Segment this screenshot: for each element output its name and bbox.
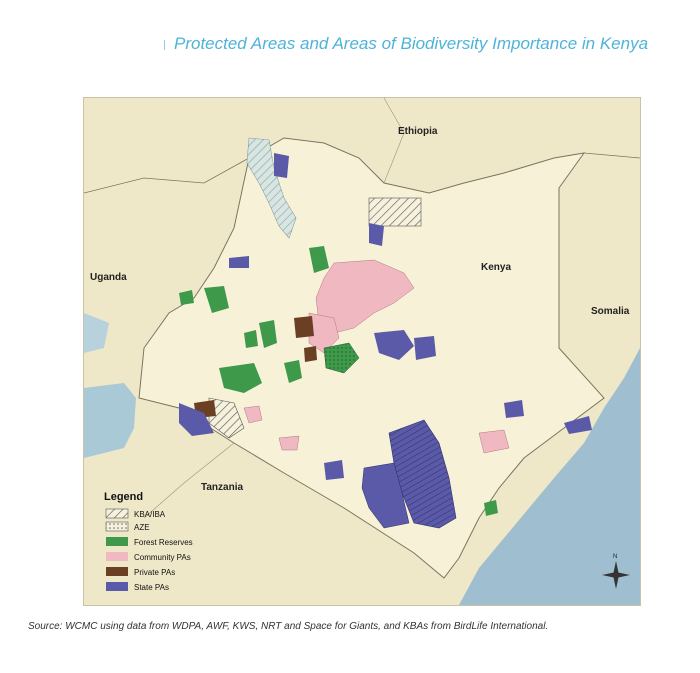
- private-pa-central: [304, 346, 317, 362]
- forest-reserve-aberdare: [259, 320, 277, 348]
- legend-label-kba: KBA/IBA: [134, 510, 166, 519]
- tanzania-border: [143, 442, 235, 519]
- community-pa-south: [278, 435, 300, 451]
- kenya-country: [138, 137, 605, 579]
- lake-turkana-kba: [247, 138, 296, 238]
- north-arrow: N: [602, 554, 630, 589]
- legend-swatch-community: [106, 552, 128, 561]
- legend-swatch-forest: [106, 537, 128, 546]
- forest-reserve-small-1: [244, 330, 258, 348]
- lake-victoria: [84, 383, 136, 458]
- state-pa-meru: [374, 330, 414, 360]
- legend-label-private: Private PAs: [134, 568, 175, 577]
- source-note: Source: WCMC using data from WDPA, AWF, …: [28, 621, 549, 632]
- community-pa-north: [315, 259, 415, 334]
- label-tanzania: Tanzania: [201, 482, 243, 493]
- somalia-border-north: [583, 152, 640, 159]
- legend: Legend KBA/IBA AZE Forest Reserves Commu…: [104, 491, 193, 592]
- legend-title: Legend: [104, 491, 143, 503]
- legend-swatch-kba: [105, 508, 129, 519]
- forest-reserve-mau: [219, 363, 262, 393]
- forest-reserve-small-2: [179, 290, 194, 305]
- state-pa-masai-mara: [179, 403, 214, 436]
- kba-area-maasai-mara: [208, 397, 245, 439]
- forest-reserve-central: [284, 360, 302, 383]
- state-pa-boni: [504, 400, 524, 418]
- legend-label-forest: Forest Reserves: [134, 538, 193, 547]
- label-kenya: Kenya: [481, 262, 511, 273]
- sudan-border: [84, 157, 250, 194]
- legend-swatch-private: [106, 567, 128, 576]
- label-ethiopia: Ethiopia: [398, 126, 438, 137]
- community-pa-laikipia: [308, 312, 340, 354]
- label-somalia: Somalia: [591, 306, 630, 317]
- legend-swatch-state: [106, 582, 128, 591]
- state-pa-sibiloi: [369, 223, 384, 246]
- forest-reserve-1: [309, 246, 329, 273]
- community-pa-lamu: [478, 429, 510, 454]
- state-pa-central-island: [274, 153, 289, 178]
- north-arrow-label: N: [613, 554, 617, 560]
- kba-area-north: [368, 197, 422, 227]
- title-accent-bar: [164, 40, 165, 50]
- label-uganda: Uganda: [90, 272, 127, 283]
- forest-reserve-mount-kenya: [323, 342, 360, 374]
- legend-label-state: State PAs: [134, 583, 169, 592]
- private-pa-laikipia: [294, 316, 314, 338]
- state-pa-amboseli: [324, 460, 344, 480]
- map-title: Protected Areas and Areas of Biodiversit…: [174, 34, 649, 53]
- legend-label-aze: AZE: [134, 523, 150, 532]
- lake-kyoga: [84, 313, 109, 353]
- state-pa-tsavo-west: [361, 462, 410, 529]
- kenya-map: Ethiopia Kenya Uganda Somalia Tanzania L…: [84, 98, 640, 605]
- indian-ocean: [459, 348, 640, 605]
- legend-label-community: Community PAs: [134, 553, 191, 562]
- forest-reserve-arabuko: [484, 500, 498, 516]
- forest-reserve-elgon: [204, 286, 229, 313]
- state-pa-north-west: [229, 256, 249, 268]
- legend-swatch-aze: [105, 521, 129, 532]
- ethiopia-inner-border: [383, 98, 405, 184]
- community-pa-mara: [243, 405, 263, 424]
- map-frame: Ethiopia Kenya Uganda Somalia Tanzania L…: [83, 97, 641, 606]
- state-pa-coast: [564, 416, 592, 434]
- state-pa-kora: [414, 336, 436, 360]
